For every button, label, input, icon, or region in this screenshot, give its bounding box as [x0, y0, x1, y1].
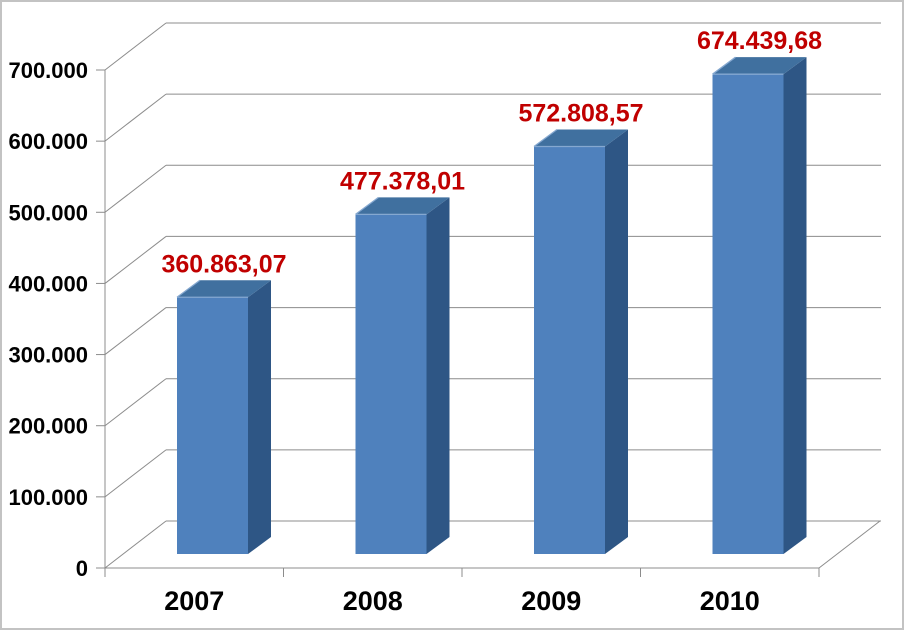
bar-top-face [534, 129, 628, 147]
value-label: 477.378,01 [340, 167, 465, 195]
gridline-wall-diagonal [104, 307, 167, 355]
bar-side-face [426, 197, 450, 554]
y-axis-label: 300.000 [8, 343, 88, 368]
floor-right-edge [818, 520, 881, 569]
bar-side-face [248, 280, 271, 554]
value-label: 674.439,68 [697, 27, 822, 55]
gridline-wall-diagonal [104, 520, 167, 569]
x-axis-label: 2007 [164, 586, 224, 616]
gridline-wall-diagonal [104, 22, 167, 71]
bar-front-face [712, 74, 784, 555]
y-axis-label: 200.000 [8, 414, 88, 439]
y-axis-label: 400.000 [8, 271, 88, 296]
x-axis-label: 2008 [343, 586, 403, 616]
gridline-wall-diagonal [104, 164, 167, 213]
gridline-wall-diagonal [104, 93, 167, 142]
bar-top-face [712, 57, 807, 75]
bar-top-left-edge [533, 128, 558, 148]
x-axis-label: 2009 [521, 586, 581, 616]
y-axis-label: 500.000 [8, 200, 88, 225]
gridline-wall-diagonal [104, 449, 167, 498]
bar-top-left-edge [176, 279, 201, 298]
bar-top-left-edge [355, 196, 379, 215]
bar-top-face [177, 280, 271, 298]
y-axis-label: 600.000 [8, 129, 88, 154]
bar-top-left-edge [712, 56, 736, 75]
y-axis-label: 700.000 [8, 58, 88, 83]
value-label: 572.808,57 [518, 99, 643, 127]
value-label: 360.863,07 [161, 250, 286, 278]
gridline-wall-diagonal [104, 236, 167, 284]
bar-front-face [534, 146, 605, 554]
bar-front-face [177, 297, 248, 554]
bar-side-face [605, 129, 628, 554]
x-axis-label: 2010 [700, 586, 760, 616]
bar-top-face [355, 197, 450, 215]
y-axis-label: 100.000 [8, 485, 88, 510]
y-axis-label: 0 [76, 556, 88, 581]
bar-front-face [355, 214, 427, 554]
gridline-wall-diagonal [104, 378, 167, 427]
bar-side-face [783, 57, 807, 555]
